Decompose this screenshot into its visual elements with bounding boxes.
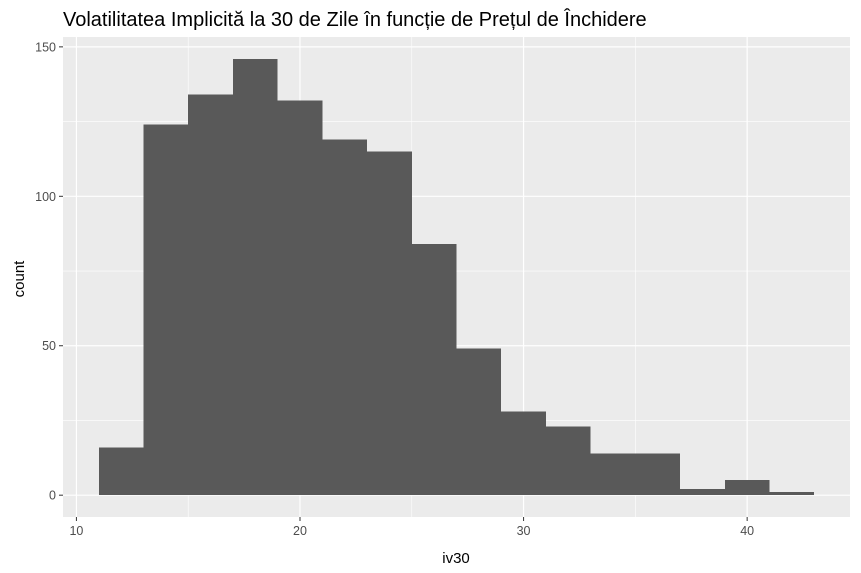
x-axis-title: iv30 — [442, 550, 470, 567]
histogram-bar — [277, 100, 323, 496]
x-tick-label: 20 — [293, 524, 307, 538]
y-axis-title: count — [11, 260, 28, 298]
y-tick-label: 0 — [49, 489, 56, 503]
histogram-bar — [769, 492, 815, 496]
histogram-bar — [411, 244, 457, 496]
histogram-bar — [590, 453, 636, 496]
histogram-bar — [545, 426, 591, 496]
x-tick-label: 10 — [69, 524, 83, 538]
x-tick-label: 40 — [740, 524, 754, 538]
histogram-bar — [367, 151, 412, 496]
histogram-bar — [143, 124, 189, 496]
y-axis: 0 50 100 150 — [35, 40, 63, 503]
histogram-bar — [635, 453, 681, 496]
histogram-bars — [98, 58, 815, 496]
x-axis: 10 20 30 40 — [69, 517, 754, 538]
histogram-bar — [680, 489, 725, 496]
histogram-bar — [232, 58, 278, 496]
y-tick-label: 100 — [35, 190, 56, 204]
histogram-bar — [501, 411, 546, 496]
histogram-bar — [456, 348, 502, 496]
y-tick-label: 150 — [35, 40, 56, 54]
histogram-bar — [98, 447, 144, 496]
x-tick-label: 30 — [517, 524, 531, 538]
y-tick-label: 50 — [42, 339, 56, 353]
histogram-bar — [724, 480, 770, 496]
histogram-bar — [188, 94, 233, 496]
histogram-bar — [322, 139, 368, 496]
chart-title: Volatilitatea Implicită la 30 de Zile în… — [63, 8, 647, 31]
